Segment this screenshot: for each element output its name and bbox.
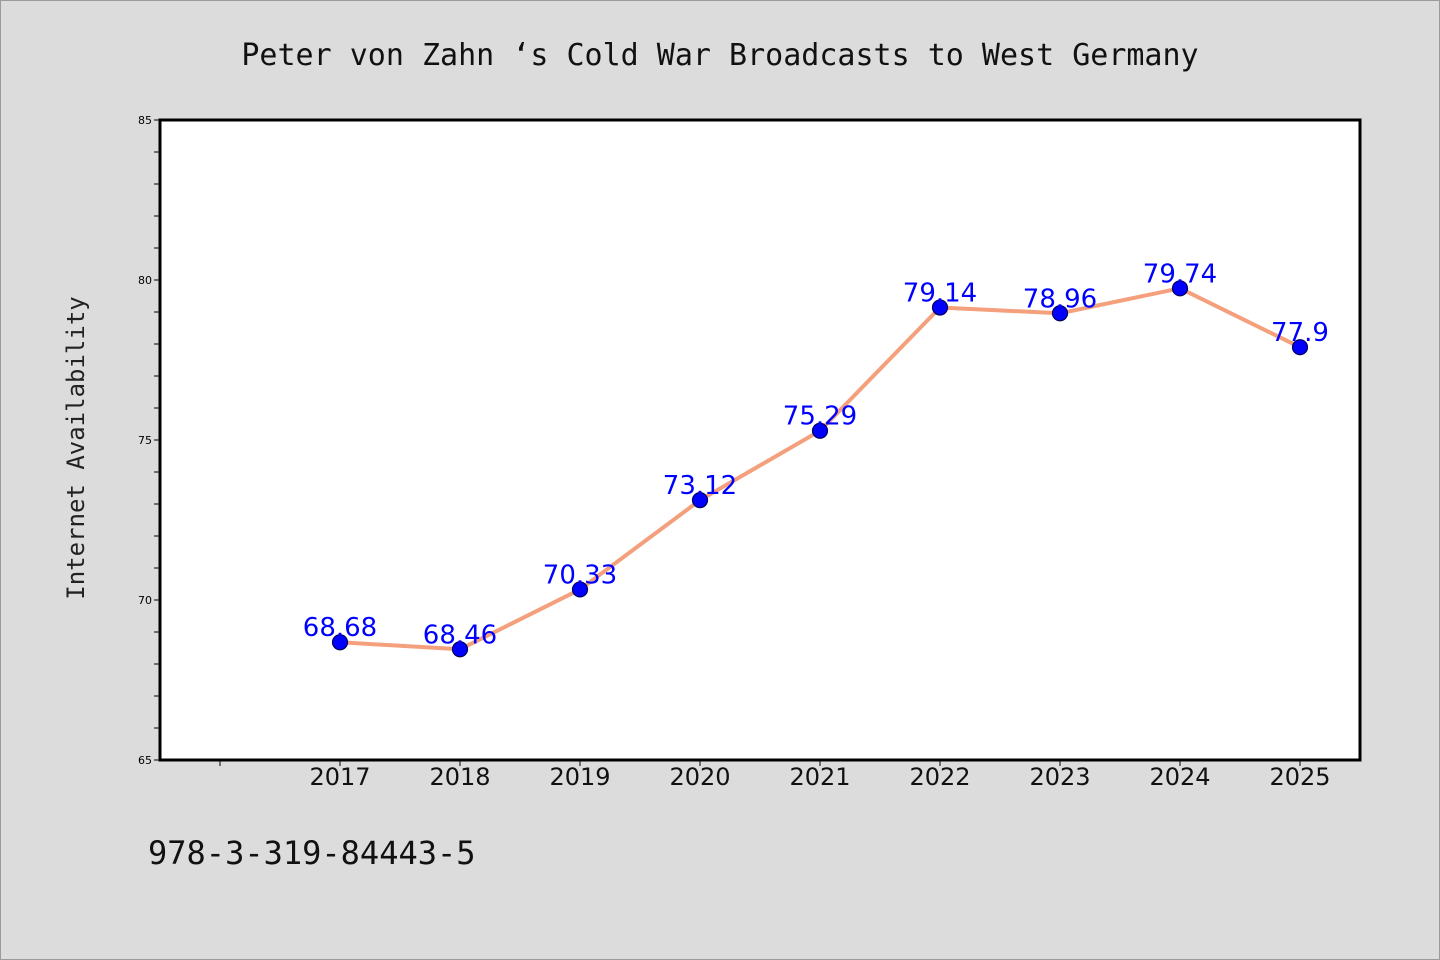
data-point xyxy=(451,641,469,658)
x-tick-label: 2025 xyxy=(1269,763,1330,791)
data-point xyxy=(1291,339,1309,356)
data-point xyxy=(331,634,349,651)
y-tick-label: 80 xyxy=(138,274,152,287)
plot-area xyxy=(158,118,1362,762)
x-tick-label: 2021 xyxy=(789,763,850,791)
data-label: 73.12 xyxy=(663,471,737,501)
data-label: 70.33 xyxy=(543,560,617,590)
y-tick-label: 75 xyxy=(138,434,152,447)
x-tick-label: 2017 xyxy=(309,763,370,791)
data-label: 68.46 xyxy=(423,620,497,650)
y-tick-label: 70 xyxy=(138,594,152,607)
data-label: 68.68 xyxy=(303,613,377,643)
data-label: 79.74 xyxy=(1143,259,1217,289)
data-label: 79.14 xyxy=(903,279,977,309)
y-tick-label: 85 xyxy=(138,114,152,127)
data-point xyxy=(1051,305,1069,322)
data-point xyxy=(691,492,709,509)
x-tick-label: 2022 xyxy=(909,763,970,791)
footnote-isbn: 978-3-319-84443-5 xyxy=(148,834,476,872)
data-label: 75.29 xyxy=(783,402,857,432)
data-point xyxy=(571,581,589,598)
x-tick-label: 2018 xyxy=(429,763,490,791)
y-tick-label: 65 xyxy=(138,754,152,767)
data-label: 77.9 xyxy=(1271,318,1329,348)
x-tick-label: 2020 xyxy=(669,763,730,791)
data-point xyxy=(931,299,949,316)
x-tick-label: 2019 xyxy=(549,763,610,791)
data-label: 78.96 xyxy=(1023,284,1097,314)
data-point xyxy=(1171,280,1189,297)
x-tick-label: 2023 xyxy=(1029,763,1090,791)
data-point xyxy=(811,422,829,439)
x-tick-label: 2024 xyxy=(1149,763,1210,791)
chart-title: Peter von Zahn ‘s Cold War Broadcasts to… xyxy=(241,38,1199,73)
